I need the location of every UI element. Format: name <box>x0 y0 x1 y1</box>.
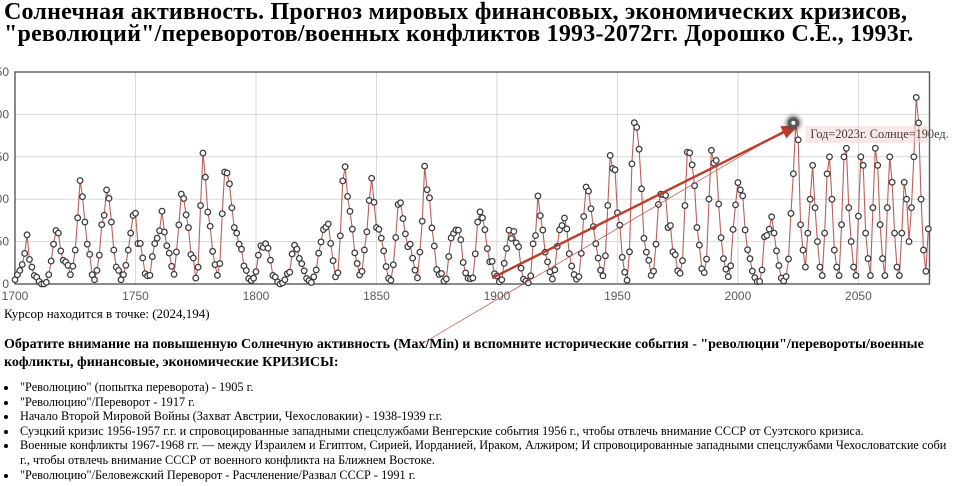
svg-text:1900: 1900 <box>484 289 511 303</box>
svg-text:1750: 1750 <box>122 289 149 303</box>
svg-text:200: 200 <box>0 107 9 121</box>
svg-text:1700: 1700 <box>2 289 29 303</box>
svg-text:150: 150 <box>0 150 9 164</box>
svg-text:250: 250 <box>0 65 9 79</box>
svg-text:100: 100 <box>0 192 9 206</box>
svg-text:2050: 2050 <box>845 289 872 303</box>
svg-text:1950: 1950 <box>604 289 631 303</box>
svg-text:50: 50 <box>0 235 9 249</box>
svg-text:1800: 1800 <box>243 289 270 303</box>
svg-text:1850: 1850 <box>363 289 390 303</box>
svg-text:2000: 2000 <box>725 289 752 303</box>
